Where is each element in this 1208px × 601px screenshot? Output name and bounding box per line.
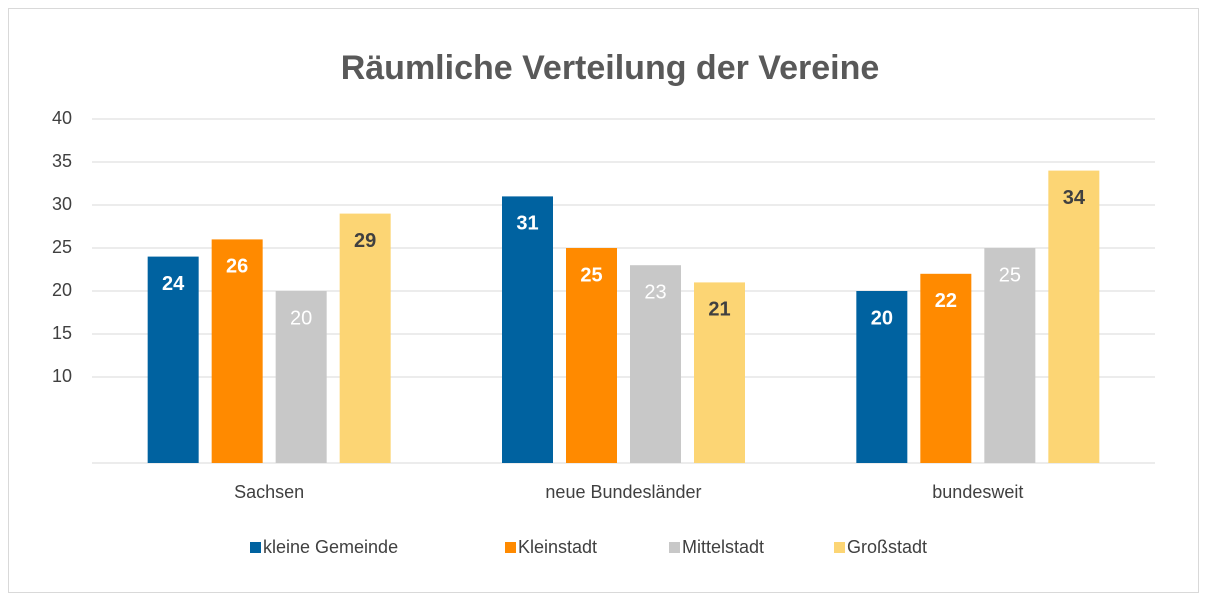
legend-label: Mittelstadt — [682, 537, 764, 557]
legend-swatch — [834, 542, 845, 553]
bar — [630, 265, 681, 463]
bar — [147, 256, 199, 463]
y-tick-label: 25 — [52, 237, 72, 257]
data-label: 22 — [935, 290, 957, 312]
data-label: 20 — [871, 307, 893, 329]
y-tick-label: 30 — [52, 194, 72, 214]
legend-swatch — [669, 542, 680, 553]
legend-label: Großstadt — [847, 537, 927, 557]
bar — [566, 248, 617, 463]
data-label: 31 — [516, 213, 538, 235]
x-tick-label: Sachsen — [234, 482, 304, 502]
data-label: 26 — [226, 256, 248, 278]
y-tick-label: 20 — [52, 280, 72, 300]
bar — [211, 239, 263, 463]
bar — [984, 248, 1036, 463]
chart-title: Räumliche Verteilung der Vereine — [341, 49, 880, 87]
data-label: 29 — [354, 230, 376, 252]
data-label: 23 — [644, 281, 666, 303]
y-tick-label: 40 — [52, 108, 72, 128]
data-label: 25 — [999, 264, 1021, 286]
bar — [920, 273, 972, 463]
data-label: 34 — [1063, 187, 1086, 209]
legend-swatch — [250, 542, 261, 553]
bar — [856, 291, 908, 463]
bar — [1048, 170, 1100, 463]
data-label: 25 — [580, 264, 602, 286]
x-tick-label: bundesweit — [932, 482, 1023, 502]
data-label: 20 — [290, 307, 312, 329]
y-tick-label: 10 — [52, 366, 72, 386]
legend-swatch — [505, 542, 516, 553]
data-label: 21 — [708, 299, 730, 321]
x-tick-label: neue Bundesländer — [545, 482, 701, 502]
y-tick-label: 35 — [52, 151, 72, 171]
legend-label: kleine Gemeinde — [263, 537, 398, 557]
legend-label: Kleinstadt — [518, 537, 597, 557]
bar — [502, 196, 553, 463]
bar — [694, 282, 745, 463]
data-label: 24 — [162, 273, 185, 295]
bar — [339, 213, 391, 463]
y-tick-label: 15 — [52, 323, 72, 343]
bar — [275, 291, 327, 463]
